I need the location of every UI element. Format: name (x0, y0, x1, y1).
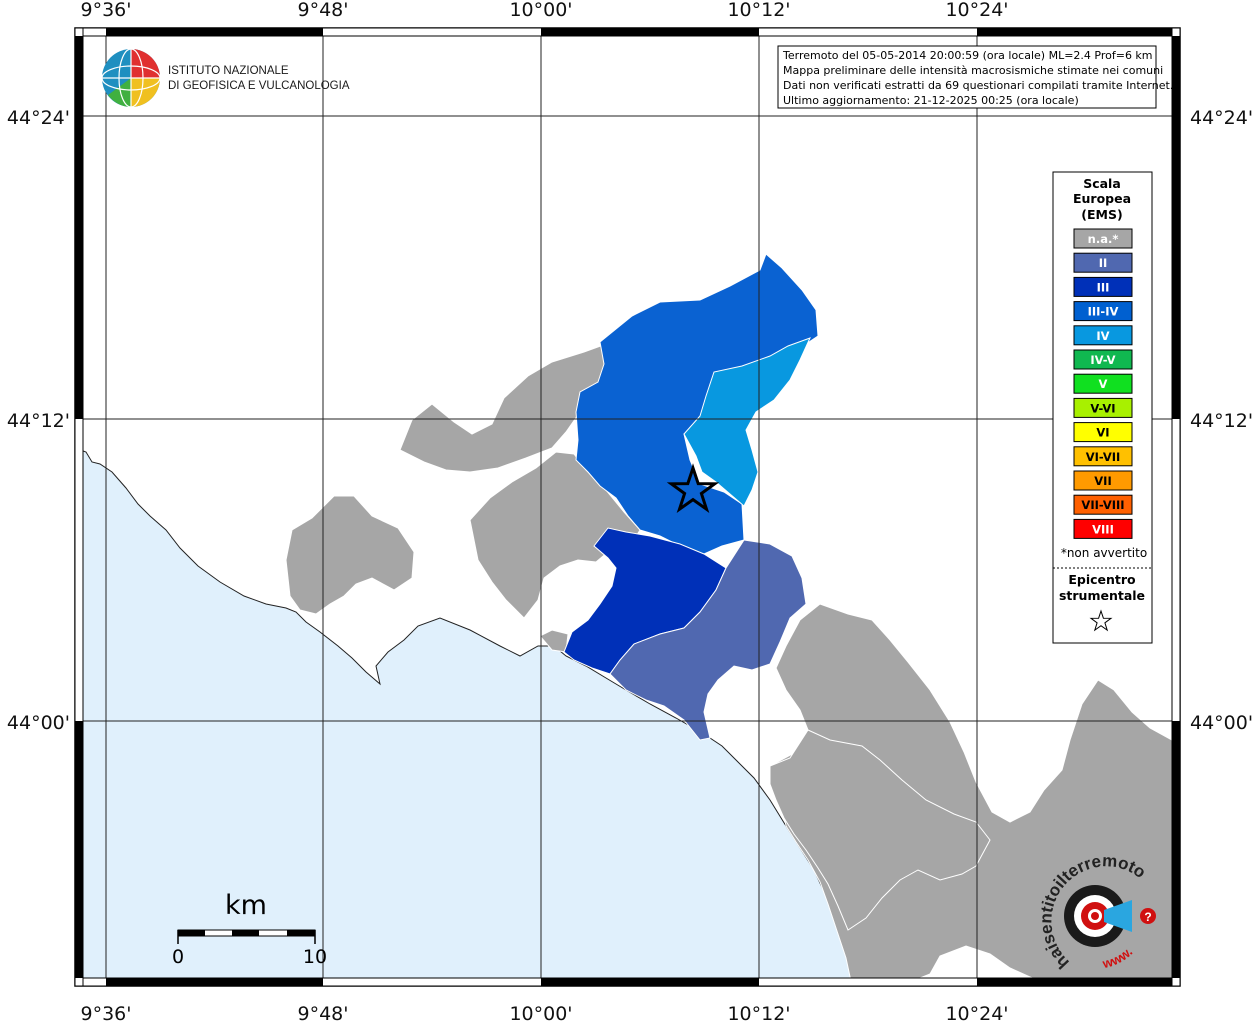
y-tick-left: 44°00' (7, 712, 70, 734)
ingv-logo: ISTITUTO NAZIONALE DI GEOFISICA E VULCAN… (101, 48, 350, 108)
legend-swatch (1073, 349, 1133, 370)
x-tick-bottom: 10°24' (945, 1003, 1008, 1024)
epicenter-label-2: strumentale (1059, 588, 1145, 603)
legend-swatch (1073, 422, 1133, 443)
epicenter-label-1: Epicentro (1068, 572, 1136, 587)
institute-name-line2: DI GEOFISICA E VULCANOLOGIA (168, 80, 350, 92)
legend-level-label: III (1097, 280, 1110, 294)
x-tick-top: 10°00' (509, 0, 572, 21)
info-line-4: Ultimo aggiornamento: 21-12-2025 00:25 (… (783, 94, 1079, 107)
tick-labels: 9°36' 9°48' 10°00' 10°12' 10°24' 9°36' 9… (7, 0, 1253, 1024)
y-tick-right: 44°24' (1190, 107, 1253, 129)
graticule (75, 28, 1180, 986)
map-frame (74, 27, 1181, 987)
x-tick-top: 10°12' (727, 0, 790, 21)
legend-swatch (1073, 397, 1133, 418)
info-line-2: Mappa preliminare delle intensità macros… (783, 64, 1163, 77)
legend-swatch (1073, 301, 1133, 322)
legend-title-1: Scala (1083, 176, 1121, 191)
institute-name-line1: ISTITUTO NAZIONALE (168, 65, 289, 77)
legend-swatch (1073, 325, 1133, 346)
epicenter-star-icon (666, 463, 720, 514)
scale-bar: km 0 10 (172, 890, 327, 968)
scale-bar-min: 0 (172, 946, 184, 968)
x-tick-top: 9°48' (298, 0, 349, 21)
legend-title-2: Europea (1073, 191, 1131, 206)
x-tick-bottom: 10°00' (509, 1003, 572, 1024)
comune-na (539, 629, 569, 653)
legend-swatch (1073, 470, 1133, 491)
x-tick-top: 10°24' (945, 0, 1008, 21)
x-tick-bottom: 9°36' (81, 1003, 132, 1024)
legend-swatch (1073, 276, 1133, 297)
legend-level-label: III-IV (1088, 305, 1119, 319)
y-tick-left: 44°12' (7, 410, 70, 432)
y-tick-right: 44°00' (1190, 712, 1253, 734)
legend-level-label: II (1099, 256, 1108, 270)
legend-levels: n.a.*IIIIIIII-IVIVIV-VVV-VIVIVI-VIIVIIVI… (1073, 228, 1133, 539)
comune-intensity-IV (683, 337, 811, 507)
legend-level-label: V-VI (1090, 401, 1115, 415)
legend-level-label: V (1099, 377, 1108, 391)
comune-na (769, 729, 991, 931)
x-tick-bottom: 10°12' (727, 1003, 790, 1024)
legend-swatch (1073, 252, 1133, 273)
legend-swatch (1073, 494, 1133, 515)
legend-swatch (1073, 373, 1133, 394)
legend-title-3: (EMS) (1081, 207, 1122, 222)
question-mark-icon: ? (1144, 910, 1151, 924)
legend-level-label: VI-VII (1086, 450, 1121, 464)
comune-na (285, 495, 415, 615)
y-tick-right: 44°12' (1190, 410, 1253, 432)
comune-intensity-II (609, 539, 807, 741)
legend: Scala Europea (EMS) n.a.*IIIIIIII-IVIVIV… (1052, 171, 1153, 644)
legend-level-label: VI (1096, 426, 1109, 440)
x-tick-bottom: 9°48' (298, 1003, 349, 1024)
x-tick-top: 9°36' (81, 0, 132, 21)
legend-swatch (1073, 228, 1133, 249)
info-box: Terremoto del 05-05-2014 20:00:59 (ora l… (777, 45, 1173, 109)
y-tick-left: 44°24' (7, 107, 70, 129)
info-line-3: Dati non verificati estratti da 69 quest… (783, 79, 1173, 92)
legend-level-label: VII-VIII (1081, 498, 1124, 512)
sea-area (74, 447, 853, 987)
legend-note: *non avvertito (1061, 546, 1147, 560)
legend-swatch (1073, 446, 1133, 467)
scale-bar-max: 10 (303, 946, 327, 968)
legend-level-label: VIII (1092, 522, 1114, 536)
legend-swatch (1073, 518, 1133, 539)
epicenter-legend-star-icon (1089, 609, 1113, 632)
legend-level-label: IV (1096, 329, 1109, 343)
info-line-1: Terremoto del 05-05-2014 20:00:59 (ora l… (782, 49, 1153, 62)
legend-level-label: VII (1094, 474, 1111, 488)
legend-level-label: IV-V (1090, 353, 1115, 367)
scale-bar-title: km (225, 890, 267, 921)
legend-level-label: n.a.* (1088, 232, 1119, 246)
